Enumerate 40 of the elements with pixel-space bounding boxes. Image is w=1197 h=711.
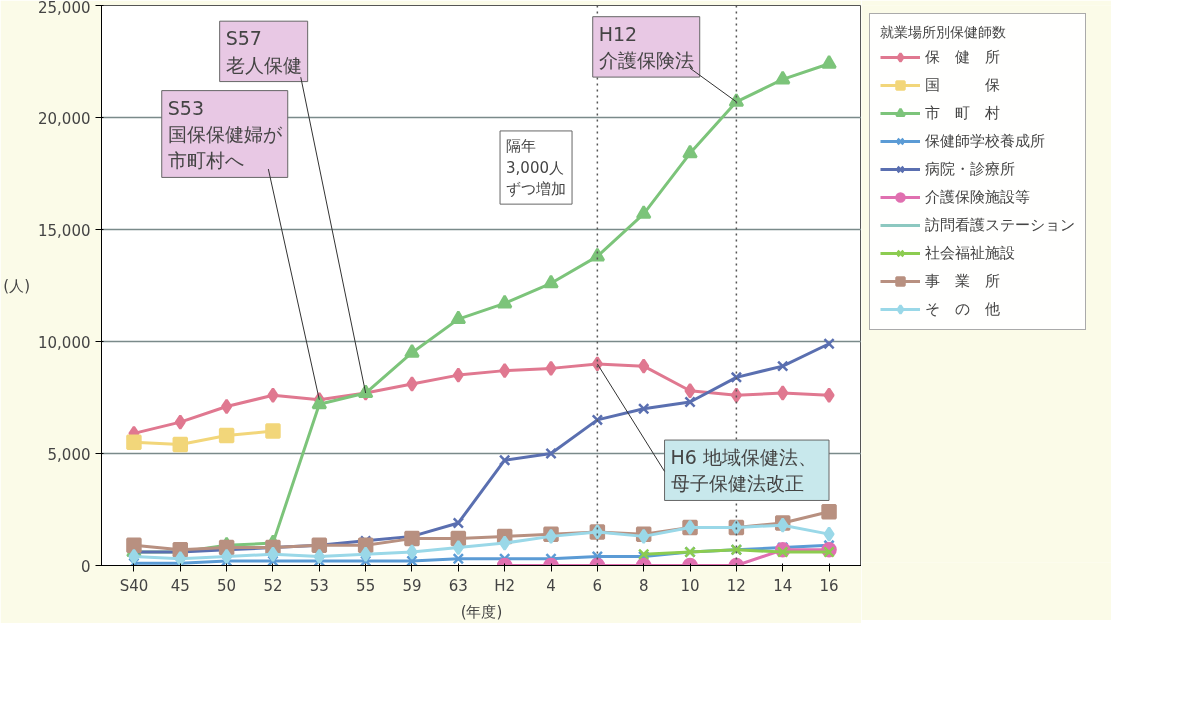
x-tick-label: 45 (170, 576, 190, 595)
y-tick-label: 20,000 (38, 109, 91, 128)
legend-label: 事 業 所 (925, 271, 1000, 291)
x-tick-label: 63 (448, 576, 468, 595)
x-tick-label: S40 (119, 576, 149, 595)
x-tick-label: 53 (309, 576, 329, 595)
x-tick-label: H2 (494, 576, 516, 595)
legend-label: 訪問看護ステーション (925, 215, 1075, 235)
x-tick-label: 59 (402, 576, 422, 595)
x-tick-label: 52 (263, 576, 283, 595)
y-axis-title: (人) (3, 276, 31, 295)
legend-label: 保 健 所 (925, 47, 1000, 67)
annotation: 隔年 3,000人ずつ増加 (506, 136, 567, 199)
x-axis-title: (年度) (460, 602, 503, 621)
legend-label: 国 保 (925, 75, 1000, 95)
x-tick-label: 6 (592, 576, 603, 595)
y-tick-label: 10,000 (38, 333, 91, 352)
legend-label: 社会福祉施設 (925, 243, 1015, 263)
annotation: H12 介護保険法 (598, 22, 694, 72)
annotation: S57 老人保健 (225, 27, 302, 76)
x-tick-label: 8 (638, 576, 649, 595)
x-tick-label: 4 (546, 576, 556, 595)
x-tick-label: 10 (680, 576, 700, 595)
y-tick-label: 15,000 (38, 221, 91, 240)
legend-label: 病院・診療所 (925, 159, 1015, 179)
y-tick-label: 25,000 (38, 0, 91, 17)
legend-label: そ の 他 (925, 299, 1000, 319)
x-tick-label: 55 (356, 576, 376, 595)
x-tick-label: 12 (726, 576, 746, 595)
legend-title: 就業場所別保健師数 (880, 24, 1007, 42)
x-tick-label: 16 (819, 576, 839, 595)
y-tick-label: 5,000 (47, 445, 91, 464)
annotation: S53 国保保健婦が市町村へ (167, 96, 283, 172)
y-tick-label: 0 (80, 557, 91, 576)
legend-label: 保健師学校養成所 (925, 131, 1045, 151)
legend-label: 介護保険施設等 (925, 187, 1030, 207)
x-tick-label: 50 (217, 576, 237, 595)
annotation: H6 地域保健法、母子保健法改正 (670, 446, 817, 495)
x-tick-label: 14 (773, 576, 793, 595)
legend-label: 市 町 村 (925, 103, 1000, 123)
